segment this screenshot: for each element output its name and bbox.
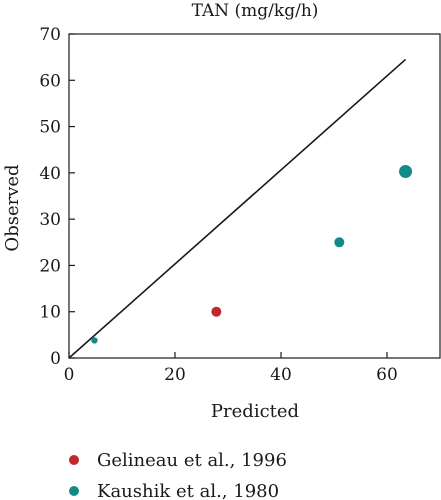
- x-axis: 0 20 40 60: [64, 352, 398, 385]
- y-tick-label: 10: [39, 303, 61, 323]
- legend-marker: [69, 455, 79, 465]
- y-axis-label: Observed: [2, 164, 23, 251]
- y-tick-label: 40: [39, 164, 61, 184]
- y-tick-label: 60: [39, 71, 61, 91]
- data-point: [334, 237, 345, 248]
- y-tick-label: 50: [39, 118, 61, 138]
- plot-frame: [68, 33, 441, 359]
- x-tick-label: 60: [376, 365, 398, 385]
- x-tick-label: 40: [270, 365, 292, 385]
- legend-label: Kaushik et al., 1980: [97, 481, 279, 500]
- chart-title: TAN (mg/kg/h): [192, 1, 319, 21]
- data-points: [91, 164, 413, 344]
- y-axis: 0 10 20 30 40 50 60 70: [39, 25, 75, 369]
- y-tick-label: 70: [39, 25, 61, 45]
- y-tick-label: 30: [39, 210, 61, 230]
- legend: Gelineau et al., 1996 Kaushik et al., 198…: [69, 450, 287, 500]
- data-point: [91, 337, 98, 344]
- legend-label: Gelineau et al., 1996: [97, 450, 287, 471]
- plot-area: 0 20 40 60 0 10 20 30 40 50 60 70: [39, 25, 441, 385]
- legend-marker: [69, 486, 79, 496]
- x-axis-label: Predicted: [211, 401, 299, 422]
- x-tick-label: 20: [164, 365, 186, 385]
- y-tick-label: 20: [39, 256, 61, 276]
- y-tick-label: 0: [50, 349, 61, 369]
- data-point: [211, 306, 222, 317]
- reference-line: [68, 58, 407, 359]
- data-point: [399, 164, 413, 178]
- x-tick-label: 0: [64, 365, 75, 385]
